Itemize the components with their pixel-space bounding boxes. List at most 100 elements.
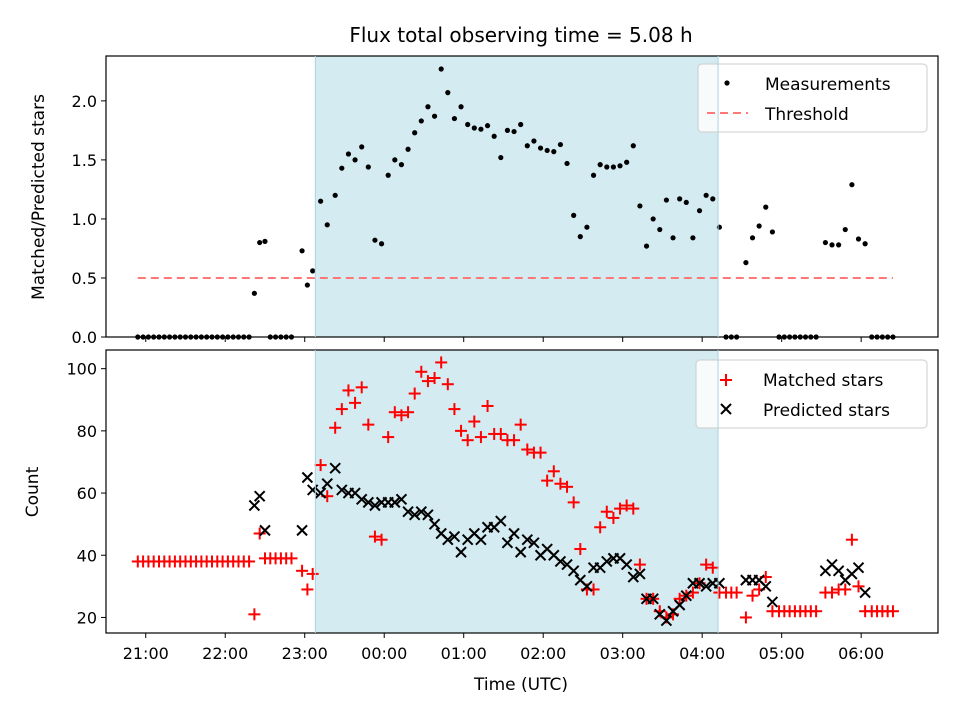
predicted-marker-b [753, 574, 765, 586]
measurement-point [332, 192, 338, 198]
bottom-y-axis-label: Count [23, 466, 43, 517]
y-tick-label: 100 [66, 360, 97, 379]
y-tick-label: 2.0 [72, 92, 97, 111]
matched-star-point [395, 409, 408, 422]
measurement-point [378, 241, 385, 247]
measurement-point [710, 196, 716, 202]
measurement-point [392, 157, 398, 163]
matched-star-point [388, 406, 401, 419]
predicted-marker-b [826, 558, 838, 571]
measurement-point [498, 154, 504, 161]
measurement-point [630, 143, 636, 149]
x-tick-label: 06:00 [838, 644, 884, 663]
predicted-marker-b [355, 493, 368, 505]
matched-star-point [301, 583, 314, 596]
matched-star-point [826, 586, 839, 599]
matched-star-point [329, 421, 342, 434]
measurement-point [849, 182, 855, 188]
x-tick-label: 05:00 [759, 644, 805, 663]
measurement-point [405, 146, 411, 152]
matched-stars-series [131, 356, 899, 624]
measurement-point [650, 216, 656, 222]
measurement-point [690, 235, 696, 241]
predicted-marker-b [654, 608, 666, 621]
predicted-marker-b [680, 589, 692, 602]
measurement-point [504, 127, 511, 133]
measurement-point [478, 126, 484, 132]
predicted-star-point [408, 509, 421, 521]
observing-window-shade [315, 350, 719, 633]
predicted-marker-b [415, 506, 428, 518]
x-axis-label: Time (UTC) [473, 675, 568, 695]
predicted-marker-b [700, 580, 712, 593]
measurement-point [544, 147, 550, 154]
legend-measurements-label: Measurements [765, 75, 891, 95]
predicted-star-point [700, 580, 712, 593]
predicted-star-point [448, 530, 461, 543]
predicted-star-point [248, 499, 261, 512]
predicted-star-point [355, 493, 368, 505]
measurement-point [749, 235, 756, 241]
top-panel: 0.00.51.01.52.0 Matched/Predicted stars … [29, 55, 939, 347]
predicted-star-point [567, 565, 580, 577]
measurement-point [465, 121, 471, 128]
matched-star-point [355, 381, 368, 394]
matched-star-point [567, 496, 580, 509]
predicted-marker-b [548, 549, 560, 561]
measurement-point [696, 208, 703, 214]
matched-star-point [594, 521, 607, 534]
predicted-star-point [673, 599, 686, 611]
x-tick-label: 04:00 [679, 644, 725, 663]
predicted-star-point [647, 593, 659, 605]
measurement-point [604, 164, 610, 170]
matched-star-point [574, 543, 587, 556]
predicted-star-point [253, 490, 266, 502]
measurement-point [511, 128, 517, 135]
predicted-star-point [832, 565, 845, 577]
matched-star-point [408, 387, 421, 400]
bottom-panel: 20 40 60 80 100 21:00 22:00 23:00 00:00 01:00 02:… [23, 349, 939, 695]
predicted-star-point [620, 558, 633, 571]
predicted-marker-b [541, 543, 553, 555]
predicted-star-point [415, 506, 428, 518]
predicted-star-point [554, 555, 567, 568]
measurement-point [584, 224, 590, 230]
y-tick-label: 20 [77, 608, 97, 627]
predicted-marker-b [475, 533, 487, 546]
measurement-point [425, 104, 431, 110]
top-legend: Measurements Threshold [697, 63, 928, 133]
y-tick-label: 0.5 [72, 269, 97, 288]
predicted-marker-b [336, 484, 348, 496]
matched-star-point [547, 465, 560, 478]
predicted-star-point [859, 586, 871, 599]
measurement-point [524, 143, 530, 149]
matched-star-point [421, 375, 434, 388]
predicted-star-point [389, 496, 401, 509]
predicted-star-point [521, 533, 534, 546]
predicted-marker-b [852, 561, 865, 574]
predicted-marker-b [442, 533, 454, 546]
matched-star-point [627, 502, 640, 515]
measurement-point [491, 133, 497, 139]
measurement-point [372, 237, 378, 243]
measurement-point [398, 162, 405, 168]
predicted-marker-b [321, 478, 333, 490]
predicted-marker-b [495, 515, 507, 527]
top-y-axis-ticks: 0.0 0.5 1.0 1.5 2.0 [72, 92, 106, 347]
predicted-stars-series [248, 462, 871, 627]
matched-star-point [514, 418, 527, 431]
legend-matched-label: Matched stars [763, 371, 883, 391]
matched-star-point [554, 477, 567, 490]
predicted-star-point [301, 471, 314, 484]
predicted-marker-b [402, 506, 414, 518]
predicted-marker-b [673, 599, 686, 611]
predicted-marker-b [395, 493, 408, 505]
predicted-marker-b [253, 490, 266, 502]
y-tick-label: 40 [77, 546, 97, 565]
predicted-star-point [660, 614, 673, 627]
matched-star-point [886, 605, 899, 618]
x-tick-label: 23:00 [282, 644, 328, 663]
matched-star-point [468, 415, 481, 428]
matched-star-point [306, 567, 319, 580]
matched-star-point [614, 502, 627, 515]
